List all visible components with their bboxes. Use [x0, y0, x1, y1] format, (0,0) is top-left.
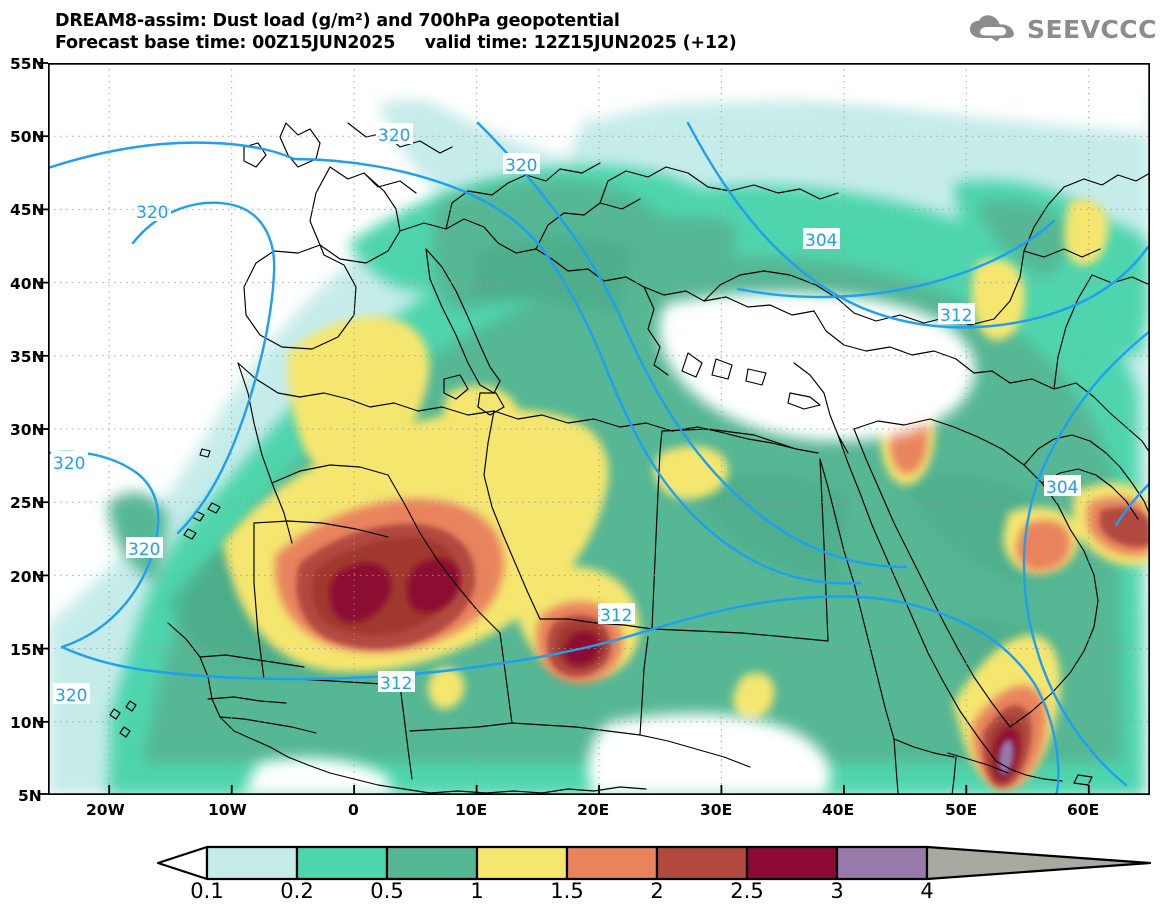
x-tick-label: 10E [455, 801, 488, 819]
contour-label: 320 [503, 153, 540, 176]
x-tick-label: 40E [822, 801, 855, 819]
x-tick-label: 20E [577, 801, 610, 819]
y-tick-label: 20N [10, 568, 45, 586]
contour-label: 320 [376, 123, 413, 146]
colorbar-band-3 [835, 845, 929, 881]
map-plot-area: 320 320 320 320 320 [38, 62, 1150, 795]
geopotential-contours [48, 121, 1150, 795]
axis-ticks [108, 785, 1090, 795]
chart-title-line1: DREAM8-assim: Dust load (g/m²) and 700hP… [55, 11, 620, 31]
contour-label-text: 312 [380, 674, 412, 694]
contour-label: 312 [598, 603, 635, 626]
y-tick-label: 30N [10, 421, 45, 439]
map-svg: 320 320 320 320 320 [48, 63, 1150, 795]
y-tick-label: 55N [10, 55, 45, 73]
colorbar-tick-label: 3 [830, 879, 844, 903]
contour-label: 320 [126, 537, 163, 560]
colorbar-band-2 [655, 845, 749, 881]
dust-load-field [48, 63, 1150, 795]
colorbar-tick-label: 0.5 [370, 879, 404, 903]
colorbar-band-1.5 [565, 845, 659, 881]
y-tick-label: 25N [10, 494, 45, 512]
contour-label: 304 [1044, 475, 1081, 498]
contour-label-text: 304 [1046, 478, 1078, 498]
contour-label-text: 312 [600, 606, 632, 626]
y-tick-label: 40N [10, 275, 45, 293]
colorbar-tick-label: 2 [650, 879, 664, 903]
contour-label-text: 320 [55, 686, 87, 706]
colorbar-band-0.2 [295, 845, 389, 881]
colorbar-extend-min [156, 845, 209, 881]
colorbar-tick-label: 0.2 [280, 879, 314, 903]
x-tick-label: 20W [86, 801, 125, 819]
x-tick-label: 10W [208, 801, 247, 819]
colorbar-tick-label: 4 [920, 879, 934, 903]
y-tick-label: 50N [10, 128, 45, 146]
coastlines-and-borders [109, 122, 1150, 795]
colorbar-tick-label: 1.5 [550, 879, 584, 903]
cloud-icon [969, 15, 1014, 42]
contour-label: 304 [803, 228, 840, 251]
contour-label-text: 320 [53, 454, 85, 474]
contour-band-4 [998, 739, 1014, 776]
y-tick-label: 5N [18, 787, 42, 805]
y-axis-ticks [38, 62, 48, 795]
contour-label-group: 320 320 320 320 320 [51, 123, 1081, 706]
contour-label: 320 [53, 683, 90, 706]
colorbar-tick-label: 2.5 [730, 879, 764, 903]
contour-label-text: 320 [136, 203, 168, 223]
x-tick-label: 0 [348, 801, 359, 819]
colorbar-band-2.5 [745, 845, 839, 881]
logo-text: SEEVCCC [1026, 14, 1157, 44]
colorbar-extend-max [925, 845, 1152, 881]
colorbar-svg [156, 845, 1152, 881]
colorbar-band-0.1 [205, 845, 299, 881]
x-tick-label: 50E [945, 801, 978, 819]
contour-label: 312 [938, 303, 975, 326]
colorbar: 0.1 0.2 0.5 1 1.5 2 2.5 3 4 [150, 843, 1160, 905]
contour-label-text: 304 [805, 231, 837, 251]
x-tick-label: 30E [700, 801, 733, 819]
clear-sky-regions [48, 63, 1150, 795]
y-tick-label: 10N [10, 714, 45, 732]
contour-label: 320 [134, 200, 171, 223]
contour-label-text: 320 [128, 540, 160, 560]
contour-label-text: 320 [505, 156, 537, 176]
seevccc-logo: SEEVCCC [968, 14, 1157, 44]
x-tick-label: 60E [1067, 801, 1100, 819]
colorbar-tick-label: 0.1 [190, 879, 224, 903]
contour-label: 312 [378, 671, 415, 694]
y-tick-label: 15N [10, 641, 45, 659]
contour-label: 320 [51, 451, 88, 474]
contour-320-north [48, 141, 296, 170]
colorbar-band-0.5 [385, 845, 479, 881]
y-tick-label: 35N [10, 348, 45, 366]
chart-subtitle-line2: Forecast base time: 00Z15JUN2025 valid t… [55, 33, 737, 53]
colorbar-band-1 [475, 845, 569, 881]
gridlines [48, 63, 1150, 795]
contour-label-text: 312 [940, 306, 972, 326]
y-tick-label: 45N [10, 201, 45, 219]
colorbar-tick-label: 1 [470, 879, 484, 903]
contour-label-text: 320 [378, 126, 410, 146]
